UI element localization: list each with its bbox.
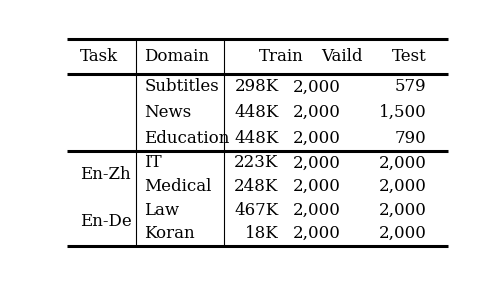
Text: 2,000: 2,000	[293, 202, 340, 219]
Text: 2,000: 2,000	[293, 130, 340, 147]
Text: Subtitles: Subtitles	[144, 78, 219, 95]
Text: 2,000: 2,000	[293, 178, 340, 195]
Text: 448K: 448K	[234, 104, 278, 121]
Text: Law: Law	[144, 202, 179, 219]
Text: 298K: 298K	[234, 78, 278, 95]
Text: 448K: 448K	[234, 130, 278, 147]
Text: 790: 790	[394, 130, 426, 147]
Text: 18K: 18K	[244, 225, 278, 242]
Text: Education: Education	[144, 130, 229, 147]
Text: 248K: 248K	[234, 178, 278, 195]
Text: 2,000: 2,000	[378, 155, 426, 171]
Text: En-De: En-De	[80, 213, 132, 230]
Text: Test: Test	[391, 48, 425, 65]
Text: 2,000: 2,000	[293, 155, 340, 171]
Text: 2,000: 2,000	[378, 202, 426, 219]
Text: 2,000: 2,000	[293, 78, 340, 95]
Text: 2,000: 2,000	[293, 225, 340, 242]
Text: 467K: 467K	[234, 202, 278, 219]
Text: Domain: Domain	[144, 48, 209, 65]
Text: 579: 579	[394, 78, 426, 95]
Text: News: News	[144, 104, 191, 121]
Text: Vaild: Vaild	[321, 48, 362, 65]
Text: Train: Train	[259, 48, 304, 65]
Text: 2,000: 2,000	[378, 225, 426, 242]
Text: En-Zh: En-Zh	[80, 166, 131, 183]
Text: 2,000: 2,000	[293, 104, 340, 121]
Text: Koran: Koran	[144, 225, 195, 242]
Text: Medical: Medical	[144, 178, 211, 195]
Text: IT: IT	[144, 155, 162, 171]
Text: 1,500: 1,500	[378, 104, 426, 121]
Text: 2,000: 2,000	[378, 178, 426, 195]
Text: 223K: 223K	[234, 155, 278, 171]
Text: Task: Task	[80, 48, 118, 65]
